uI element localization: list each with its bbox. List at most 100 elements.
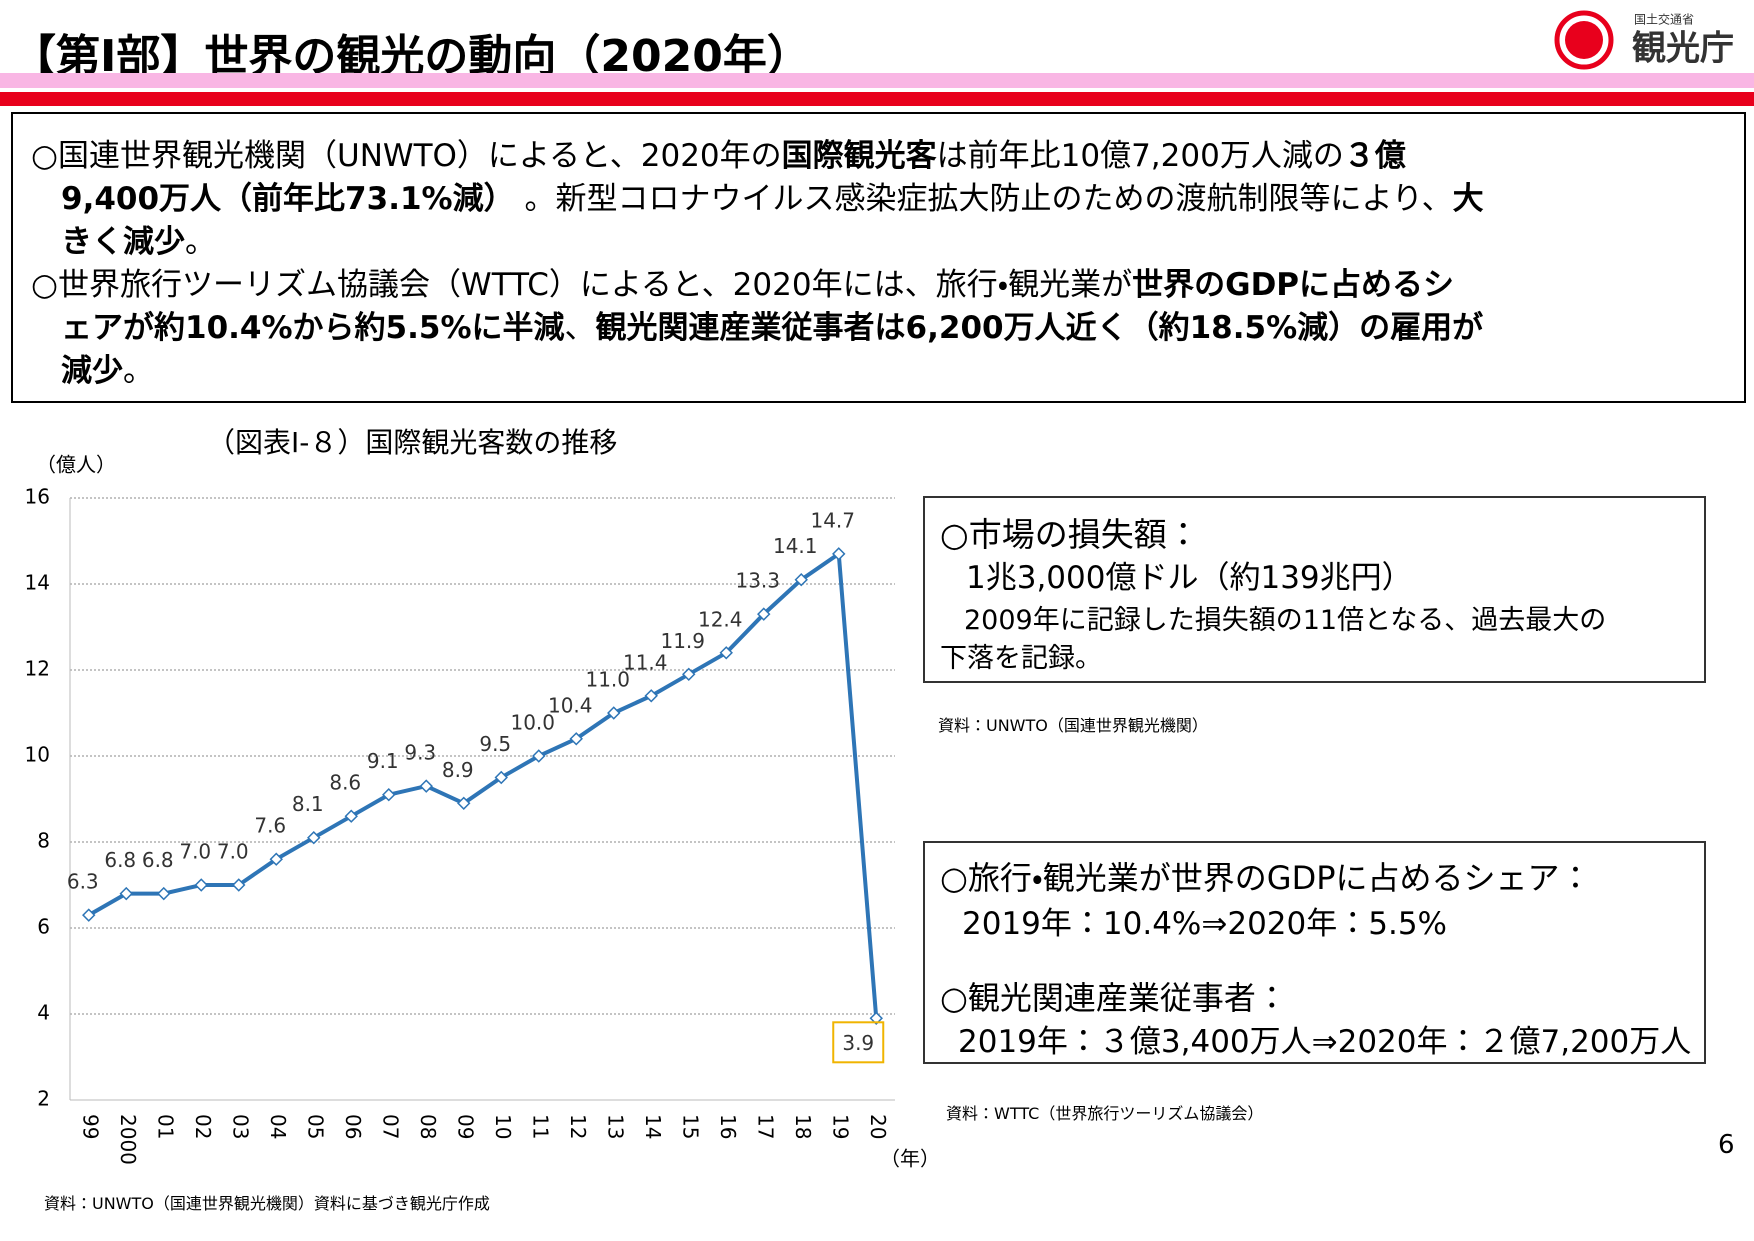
header-band	[0, 73, 1754, 88]
data-label: 14.1	[773, 534, 818, 558]
summary-text: きく減少	[61, 224, 185, 260]
marker	[344, 809, 358, 823]
data-label: 9.5	[479, 732, 511, 756]
y-tick-label: 6	[37, 915, 50, 939]
data-label: 11.0	[585, 668, 630, 692]
x-tick-label: 14	[641, 1114, 665, 1139]
x-tick-label: 18	[791, 1114, 815, 1139]
summary-text: 大	[1452, 181, 1484, 217]
data-label: 11.9	[660, 629, 705, 653]
marker	[607, 706, 621, 720]
summary-text: 。	[185, 224, 216, 260]
summary-text: 。	[123, 353, 154, 389]
header-rule	[0, 92, 1754, 106]
marker	[494, 770, 508, 785]
marker	[794, 572, 808, 587]
x-tick-label: 19	[828, 1114, 852, 1139]
y-unit: （億人）	[36, 453, 116, 477]
data-label: 9.3	[404, 741, 436, 765]
gdp-box	[923, 841, 1706, 1064]
market-note: 2009年に記録した損失額の11倍となる、過去最大の	[964, 605, 1607, 636]
summary-text: ○世界旅行ツーリズム協議会（WTTC）によると、2020年には、旅行・観光業が	[31, 267, 1133, 303]
summary-text: 国際観光客	[781, 138, 937, 174]
gdp-line: 2019年：３億3,400万人⇒2020年：２億7,200万人	[958, 1024, 1692, 1060]
x-tick-label: 13	[603, 1114, 627, 1139]
data-label: 3.9	[842, 1031, 874, 1055]
data-label: 13.3	[735, 569, 780, 593]
y-tick-label: 2	[37, 1087, 50, 1111]
summary-line: ○世界旅行ツーリズム協議会（WTTC）によると、2020年には、旅行・観光業が世…	[31, 259, 1454, 304]
data-label: 6.8	[104, 848, 136, 872]
marker	[532, 749, 546, 763]
x-tick-label: 20	[866, 1114, 890, 1139]
y-tick-label: 10	[25, 743, 50, 767]
logo-ministry: 国土交通省	[1634, 13, 1694, 27]
summary-text: 9,400万人（前年比73.1%減）	[61, 181, 515, 217]
summary-line: きく減少。	[61, 216, 216, 261]
summary-text: 世界のGDPに占めるシ	[1132, 267, 1455, 303]
x-tick-label: 09	[453, 1114, 477, 1139]
x-tick-label: 15	[678, 1114, 702, 1139]
gdp-line: 2019年：10.4%⇒2020年：5.5%	[962, 906, 1447, 942]
y-tick-label: 8	[37, 829, 50, 853]
x-tick-label: 04	[266, 1114, 290, 1139]
summary-text: 観光関連産業従事者は6,200万人近く（約18.5%減）の雇用が	[595, 310, 1484, 346]
market-source: 資料：UNWTO（国連世界観光機関）	[938, 716, 1208, 735]
marker	[419, 779, 433, 793]
marker	[682, 667, 696, 682]
marker	[194, 878, 208, 892]
summary-text: 、	[564, 310, 596, 346]
page-number: 6	[1718, 1130, 1735, 1160]
data-label: 10.4	[548, 693, 593, 717]
marker	[119, 886, 133, 901]
marker	[457, 796, 471, 811]
data-label: 7.0	[217, 840, 249, 864]
data-label: 10.0	[510, 711, 555, 735]
data-label: 6.3	[67, 870, 99, 894]
summary-text: 減少	[61, 353, 123, 389]
marker	[869, 1011, 883, 1026]
marker	[157, 886, 171, 901]
summary-text: は前年比10億7,200万人減の	[936, 138, 1344, 174]
data-label: 7.6	[254, 814, 286, 838]
summary-text: ェアが約10.4%から約5.5%に半減	[61, 310, 565, 346]
y-tick-label: 12	[25, 657, 50, 681]
data-label: 7.0	[179, 840, 211, 864]
marker	[232, 878, 246, 892]
x-tick-label: 12	[566, 1114, 590, 1139]
marker	[382, 787, 396, 802]
data-label: 8.1	[292, 792, 324, 816]
marker	[644, 689, 658, 703]
x-tick-label: 11	[528, 1114, 552, 1139]
gdp-heading: ○旅行・観光業が世界のGDPに占めるシェア：	[940, 859, 1592, 897]
logo: 国土交通省 観光庁	[1554, 10, 1734, 70]
x-tick-label: 08	[416, 1114, 440, 1139]
summary-box: ○国連世界観光機関（UNWTO）によると、2020年の国際観光客は前年比10億7…	[11, 112, 1746, 403]
summary-line: ェアが約10.4%から約5.5%に半減、観光関連産業従事者は6,200万人近く（…	[61, 302, 1483, 347]
label-box	[832, 1021, 885, 1064]
summary-text: ○国連世界観光機関（UNWTO）によると、2020年の	[31, 138, 782, 174]
gdp-source: 資料：WTTC（世界旅行ツーリズム協議会）	[946, 1104, 1264, 1123]
logo-name: 観光庁	[1632, 29, 1734, 69]
chart-title: （図表Ⅰ-８）国際観光客数の推移	[207, 426, 617, 459]
marker	[757, 607, 771, 621]
x-tick-label: 03	[228, 1114, 252, 1139]
data-label: 14.7	[810, 508, 855, 532]
x-tick-label: 2000	[116, 1114, 140, 1165]
data-label: 9.1	[367, 749, 399, 773]
y-tick-label: 16	[25, 485, 50, 509]
x-unit: （年）	[880, 1147, 940, 1171]
footer-source: 資料：UNWTO（国連世界観光機関）資料に基づき観光庁作成	[44, 1194, 490, 1213]
data-label: 12.4	[698, 607, 743, 631]
summary-line: ○国連世界観光機関（UNWTO）によると、2020年の国際観光客は前年比10億7…	[31, 130, 1406, 175]
summary-line: 9,400万人（前年比73.1%減） 。新型コロナウイルス感染症拡大防止のための…	[61, 173, 1484, 218]
y-tick-label: 14	[25, 571, 50, 595]
x-tick-label: 99	[78, 1114, 102, 1139]
y-tick-label: 4	[37, 1001, 50, 1025]
data-label: 8.6	[329, 771, 361, 795]
x-tick-label: 05	[303, 1114, 327, 1139]
market-note: 下落を記録。	[940, 643, 1102, 674]
data-label: 11.4	[623, 650, 668, 674]
summary-text: 。新型コロナウイルス感染症拡大防止のための渡航制限等により、	[514, 181, 1453, 217]
